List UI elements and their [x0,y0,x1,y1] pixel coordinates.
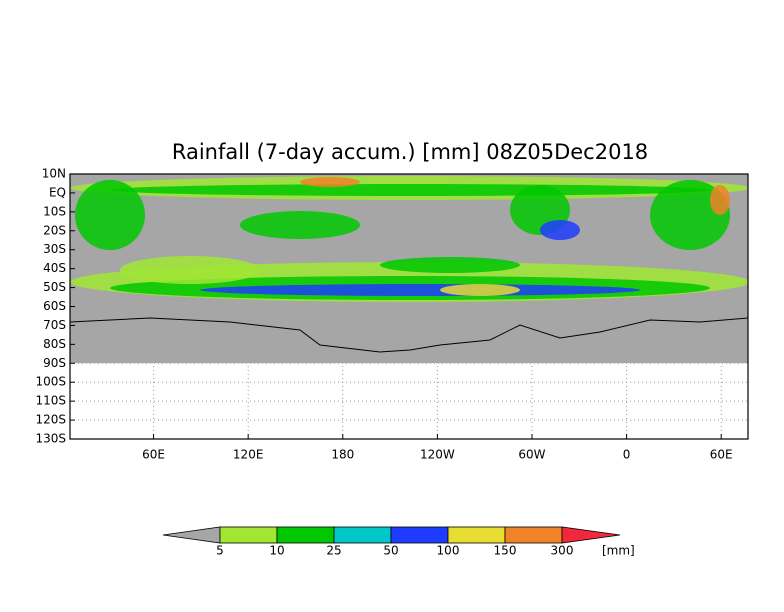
rainfall-field [70,174,748,364]
rain-area [120,256,260,284]
lon-tick-label: 60E [710,448,733,462]
lat-tick-label: EQ [49,185,66,199]
colorbar-high [561,526,621,544]
lon-tick-label: 0 [623,448,631,462]
lat-tick-label: 20S [43,223,66,237]
rain-area [75,180,145,250]
colorbar-label: 300 [551,544,574,558]
colorbar-box [447,526,506,544]
lon-tick-label: 120E [233,448,264,462]
colorbar-label: 25 [326,544,341,558]
colorbar-low [162,526,221,544]
colorbar-unit: [mm] [602,544,635,558]
colorbar-box [333,526,392,544]
lat-tick-label: 100S [35,375,66,389]
colorbar-box [219,526,278,544]
rain-area [540,220,580,240]
lat-tick-label: 70S [43,318,66,332]
colorbar-box [504,526,563,544]
colorbar-box [276,526,335,544]
rain-area [650,180,730,250]
colorbar-label: 10 [269,544,284,558]
colorbar-label: 150 [494,544,517,558]
lon-tick-label: 60W [518,448,545,462]
rain-area [240,211,360,239]
lat-tick-label: 90S [43,356,66,370]
lat-tick-label: 130S [35,432,66,446]
colorbar-label: 5 [216,544,224,558]
lat-tick-label: 30S [43,242,66,256]
lon-tick-label: 60E [142,448,165,462]
lat-tick-label: 40S [43,261,66,275]
rain-area [300,177,360,187]
lat-tick-label: 10S [43,204,66,218]
lon-tick-label: 180 [331,448,354,462]
rain-area [200,284,640,296]
lat-tick-label: 50S [43,280,66,294]
rain-area [380,257,520,273]
lat-tick-label: 80S [43,337,66,351]
colorbar-label: 100 [437,544,460,558]
map-title: Rainfall (7-day accum.) [mm] 08Z05Dec201… [172,140,648,164]
lon-tick-label: 120W [420,448,455,462]
rain-area [440,284,520,296]
lat-tick-label: 60S [43,299,66,313]
rain-area [110,184,710,196]
coastline [70,317,748,353]
lat-tick-label: 110S [35,394,66,408]
lat-tick-label: 10N [42,167,66,181]
colorbar-box [390,526,449,544]
colorbar-label: 50 [383,544,398,558]
rain-area [710,185,730,215]
lat-tick-label: 120S [35,413,66,427]
